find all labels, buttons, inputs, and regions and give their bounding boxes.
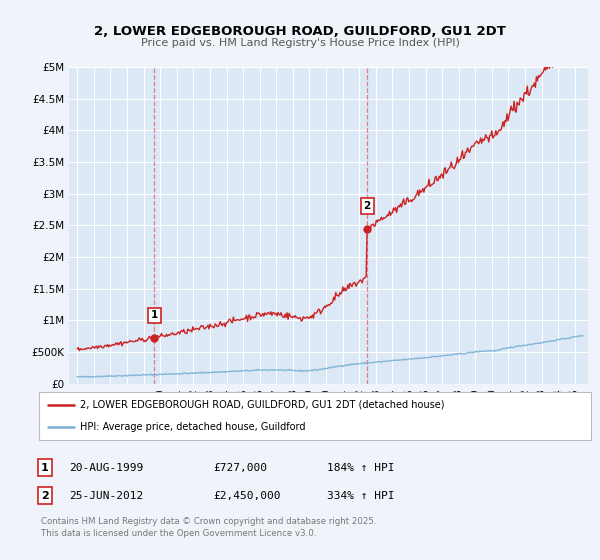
- Text: 2: 2: [364, 202, 371, 212]
- Text: £2,450,000: £2,450,000: [213, 491, 281, 501]
- Text: 184% ↑ HPI: 184% ↑ HPI: [327, 463, 395, 473]
- Text: 2: 2: [41, 491, 49, 501]
- Text: HPI: Average price, detached house, Guildford: HPI: Average price, detached house, Guil…: [80, 422, 306, 432]
- Text: 1: 1: [41, 463, 49, 473]
- Text: 2, LOWER EDGEBOROUGH ROAD, GUILDFORD, GU1 2DT: 2, LOWER EDGEBOROUGH ROAD, GUILDFORD, GU…: [94, 25, 506, 38]
- Text: 25-JUN-2012: 25-JUN-2012: [69, 491, 143, 501]
- Text: £727,000: £727,000: [213, 463, 267, 473]
- Text: 20-AUG-1999: 20-AUG-1999: [69, 463, 143, 473]
- Text: 1: 1: [151, 310, 158, 320]
- Text: Contains HM Land Registry data © Crown copyright and database right 2025.
This d: Contains HM Land Registry data © Crown c…: [41, 517, 376, 538]
- Text: 2, LOWER EDGEBOROUGH ROAD, GUILDFORD, GU1 2DT (detached house): 2, LOWER EDGEBOROUGH ROAD, GUILDFORD, GU…: [80, 400, 445, 410]
- Text: 334% ↑ HPI: 334% ↑ HPI: [327, 491, 395, 501]
- Text: Price paid vs. HM Land Registry's House Price Index (HPI): Price paid vs. HM Land Registry's House …: [140, 38, 460, 48]
